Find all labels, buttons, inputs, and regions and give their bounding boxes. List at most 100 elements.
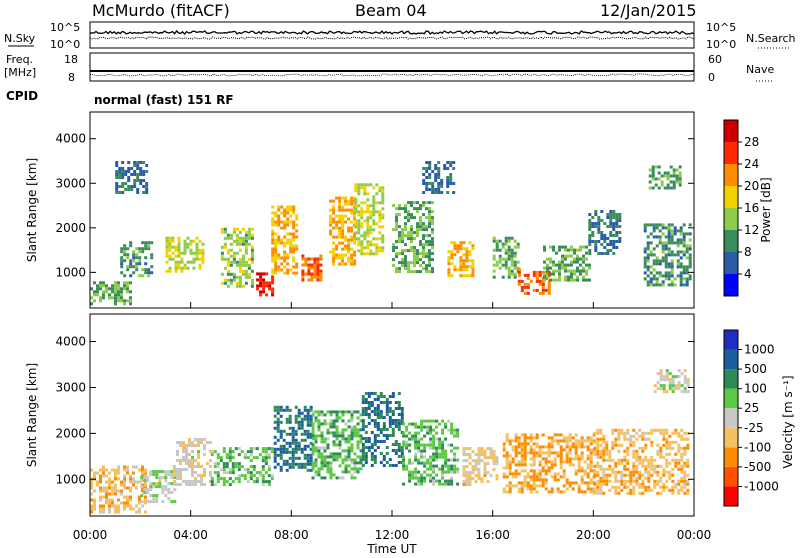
data-cell [364, 440, 368, 443]
data-cell [177, 263, 181, 267]
data-cell [164, 485, 168, 489]
data-cell [471, 247, 475, 251]
data-cell [608, 455, 612, 459]
data-cell [138, 259, 142, 263]
data-cell [171, 236, 175, 240]
data-cell [435, 479, 439, 483]
data-cell [431, 216, 434, 220]
data-cell [402, 434, 406, 438]
data-cell [526, 442, 530, 446]
data-cell [114, 489, 117, 493]
data-cell [194, 480, 197, 483]
data-cell [593, 452, 597, 456]
data-cell [121, 161, 125, 164]
data-cell [311, 422, 315, 426]
data-cell [680, 428, 684, 432]
data-cell [311, 413, 315, 417]
data-cell [344, 244, 348, 248]
data-cell [615, 231, 619, 234]
data-cell [105, 489, 108, 493]
data-cell [559, 454, 563, 458]
data-cell [108, 483, 111, 487]
data-cell [141, 474, 144, 478]
data-cell [447, 428, 451, 432]
data-cell [440, 191, 444, 194]
data-cell [213, 465, 217, 469]
data-cell [617, 479, 621, 483]
data-cell [397, 446, 401, 449]
data-cell [180, 251, 184, 255]
data-cell [283, 241, 287, 245]
data-cell [347, 446, 351, 450]
colorbar-swatch [724, 208, 738, 230]
data-cell [441, 443, 445, 447]
data-cell [666, 171, 670, 175]
data-cell [652, 262, 656, 266]
data-cell [261, 480, 265, 484]
data-cell [111, 504, 114, 508]
data-cell [391, 431, 395, 434]
data-cell [685, 244, 689, 248]
data-cell [319, 275, 323, 279]
data-cell [313, 275, 317, 279]
data-cell [538, 273, 542, 277]
data-cell [314, 473, 318, 477]
colorbar-tick-label: -500 [744, 460, 771, 474]
data-cell [379, 461, 383, 464]
data-cell [526, 273, 530, 277]
data-cell [623, 431, 627, 435]
data-cell [501, 263, 505, 267]
data-cell [356, 434, 360, 438]
data-cell [546, 269, 549, 273]
data-cell [614, 479, 618, 483]
data-cell [280, 211, 284, 215]
data-cell [176, 450, 179, 453]
data-cell [638, 491, 642, 495]
data-cell [370, 401, 374, 404]
data-cell [647, 473, 651, 477]
data-cell [249, 474, 253, 478]
data-cell [367, 446, 371, 449]
data-cell [261, 450, 265, 454]
data-cell [388, 458, 392, 461]
data-cell [185, 483, 188, 486]
data-cell [477, 450, 481, 454]
data-cell [341, 476, 345, 480]
data-cell [108, 477, 111, 481]
data-cell [618, 213, 622, 216]
data-cell [498, 257, 502, 261]
data-cell [520, 442, 524, 446]
colorbar-swatch [724, 388, 738, 409]
data-cell [354, 222, 358, 226]
data-cell [231, 462, 235, 466]
data-cell [99, 299, 102, 303]
data-cell [228, 477, 232, 481]
data-cell [226, 233, 230, 237]
data-cell [222, 477, 226, 481]
data-cell [643, 223, 647, 227]
data-cell [249, 477, 253, 481]
data-cell [344, 208, 348, 212]
data-cell [517, 439, 521, 443]
data-cell [373, 455, 377, 458]
data-cell [558, 272, 561, 276]
data-cell [93, 299, 96, 303]
data-cell [126, 498, 129, 502]
data-cell [179, 468, 182, 471]
data-cell [573, 272, 576, 276]
data-cell [338, 256, 342, 260]
data-cell [612, 216, 616, 219]
data-cell [165, 242, 169, 246]
data-cell [292, 259, 296, 263]
data-cell [353, 470, 357, 474]
data-cell [338, 229, 342, 233]
data-cell [394, 419, 398, 422]
data-cell [680, 464, 684, 468]
data-cell [674, 428, 678, 432]
data-cell [132, 250, 136, 254]
data-cell [571, 445, 575, 449]
data-cell [364, 410, 368, 413]
data-cell [674, 387, 678, 391]
data-cell [550, 436, 554, 440]
data-cell [295, 217, 299, 221]
